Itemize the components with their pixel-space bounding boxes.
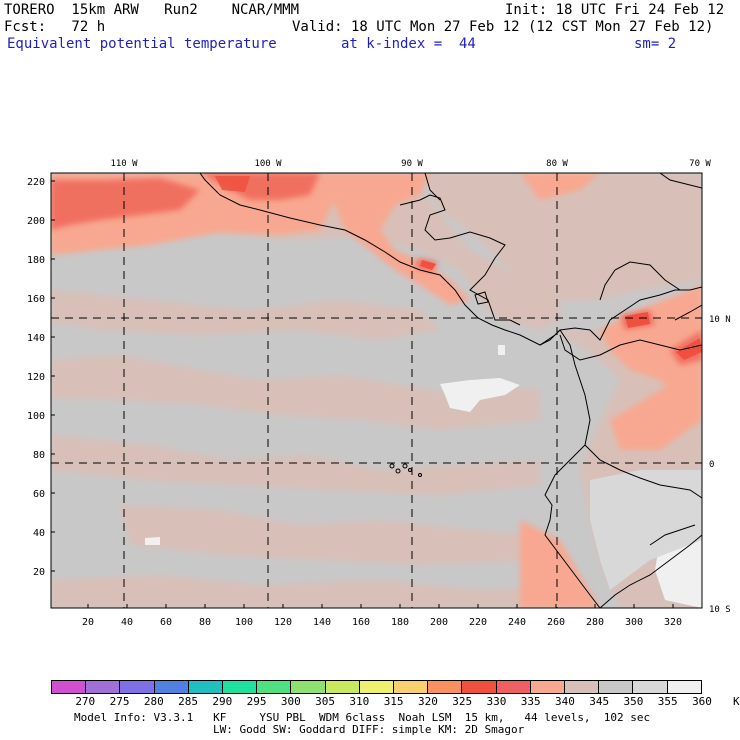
y-tick-label: 80 <box>33 450 45 461</box>
colorbar-swatch <box>496 681 531 693</box>
colorbar-swatch <box>462 681 497 693</box>
colorbar-label: 285 <box>178 695 198 708</box>
colorbar <box>51 680 702 694</box>
x-tick-label: 40 <box>121 617 133 628</box>
colorbar-swatch <box>667 681 701 693</box>
colorbar-label: 360 <box>692 695 712 708</box>
map-frame <box>50 172 703 609</box>
colorbar-swatch <box>599 681 634 693</box>
x-tick-label: 200 <box>430 617 448 628</box>
colorbar-swatch <box>188 681 224 693</box>
colorbar-label: 325 <box>452 695 473 708</box>
level-info: at k-index = 44 <box>341 36 476 52</box>
theta-e-field <box>51 173 702 608</box>
smoothing-info: sm= 2 <box>634 36 677 52</box>
lon-label: 80 W <box>546 159 568 169</box>
x-tick-label: 20 <box>82 617 94 628</box>
colorbar-label: 300 <box>280 695 301 708</box>
y-tick-label: 160 <box>27 294 45 305</box>
x-tick-label: 120 <box>274 617 292 628</box>
x-tick-label: 100 <box>235 617 253 628</box>
colorbar-label: 330 <box>486 695 507 708</box>
y-tick-marks <box>51 180 55 572</box>
colorbar-label: 315 <box>383 695 404 708</box>
colorbar-label: 320 <box>417 695 438 708</box>
colorbar-swatch <box>223 681 258 693</box>
colorbar-label: 290 <box>212 695 233 708</box>
colorbar-swatch <box>565 681 600 693</box>
y-tick-label: 40 <box>33 528 45 539</box>
colorbar-swatch <box>257 681 292 693</box>
y-tick-label: 200 <box>27 216 45 227</box>
lat-label: 10 S <box>709 605 731 615</box>
y-tick-label: 120 <box>27 372 45 383</box>
x-tick-label: 260 <box>547 617 565 628</box>
y-tick-label: 60 <box>33 489 45 500</box>
y-tick-label: 140 <box>27 333 45 344</box>
colorbar-swatch <box>154 681 189 693</box>
lon-label: 70 W <box>689 159 711 169</box>
model-info: Model Info: V3.3.1 KF YSU PBL WDM 6class… <box>74 711 651 724</box>
x-tick-label: 320 <box>664 617 682 628</box>
x-tick-label: 280 <box>586 617 604 628</box>
colorbar-swatch <box>530 681 566 693</box>
colorbar-swatch <box>291 681 326 693</box>
lon-label: 110 W <box>110 159 138 169</box>
lat-label: 10 N <box>709 315 731 325</box>
colorbar-swatch <box>359 681 395 693</box>
colorbar-label: K <box>732 695 740 708</box>
colorbar-label: 305 <box>315 695 336 708</box>
lat-lon-grid <box>51 173 702 608</box>
latitude-labels: 10 N 0 10 S <box>709 315 731 615</box>
y-tick-labels: 220 200 180 160 140 120 100 80 60 40 20 <box>27 177 45 578</box>
y-tick-label: 20 <box>33 567 45 578</box>
x-tick-label: 220 <box>469 617 487 628</box>
colorbar-label: 275 <box>109 695 130 708</box>
colorbar-label: 280 <box>143 695 164 708</box>
forecast-hour: Fcst: 72 h <box>4 19 106 35</box>
y-tick-label: 220 <box>27 177 45 188</box>
colorbar-label: 270 <box>75 695 96 708</box>
x-tick-labels: 20 40 60 80 100 120 140 160 180 200 220 … <box>82 617 682 628</box>
longitude-labels: 110 W 100 W 90 W 80 W 70 W <box>110 159 711 169</box>
valid-time: Valid: 18 UTC Mon 27 Feb 12 (12 CST Mon … <box>292 19 714 35</box>
field-name: Equivalent potential temperature <box>7 36 277 52</box>
lon-label: 100 W <box>254 159 282 169</box>
lon-label: 90 W <box>401 159 423 169</box>
x-tick-label: 300 <box>625 617 643 628</box>
y-tick-label: 100 <box>27 411 45 422</box>
colorbar-label: 295 <box>246 695 267 708</box>
colorbar-swatch <box>394 681 429 693</box>
init-time: Init: 18 UTC Fri 24 Feb 12 <box>505 2 725 18</box>
model-title: TORERO 15km ARW Run2 NCAR/MMM <box>4 2 300 18</box>
y-tick-label: 180 <box>27 255 45 266</box>
colorbar-swatch <box>633 681 668 693</box>
colorbar-swatch <box>86 681 121 693</box>
x-tick-label: 140 <box>313 617 331 628</box>
x-tick-label: 160 <box>352 617 370 628</box>
colorbar-label: 350 <box>623 695 644 708</box>
colorbar-label: 355 <box>657 695 678 708</box>
colorbar-label: 310 <box>349 695 370 708</box>
x-tick-label: 180 <box>391 617 409 628</box>
colorbar-swatch <box>428 681 463 693</box>
x-tick-label: 60 <box>160 617 172 628</box>
colorbar-label: 340 <box>555 695 575 708</box>
x-tick-label: 80 <box>199 617 211 628</box>
colorbar-swatch <box>52 681 87 693</box>
colorbar-label: 335 <box>520 695 541 708</box>
physics-info: LW: Godd SW: Goddard DIFF: simple KM: 2D… <box>213 723 525 736</box>
colorbar-swatch <box>325 681 360 693</box>
colorbar-swatch <box>120 681 155 693</box>
colorbar-label: 345 <box>589 695 610 708</box>
lat-label: 0 <box>709 460 714 470</box>
x-tick-marks <box>87 604 674 608</box>
x-tick-label: 240 <box>508 617 526 628</box>
